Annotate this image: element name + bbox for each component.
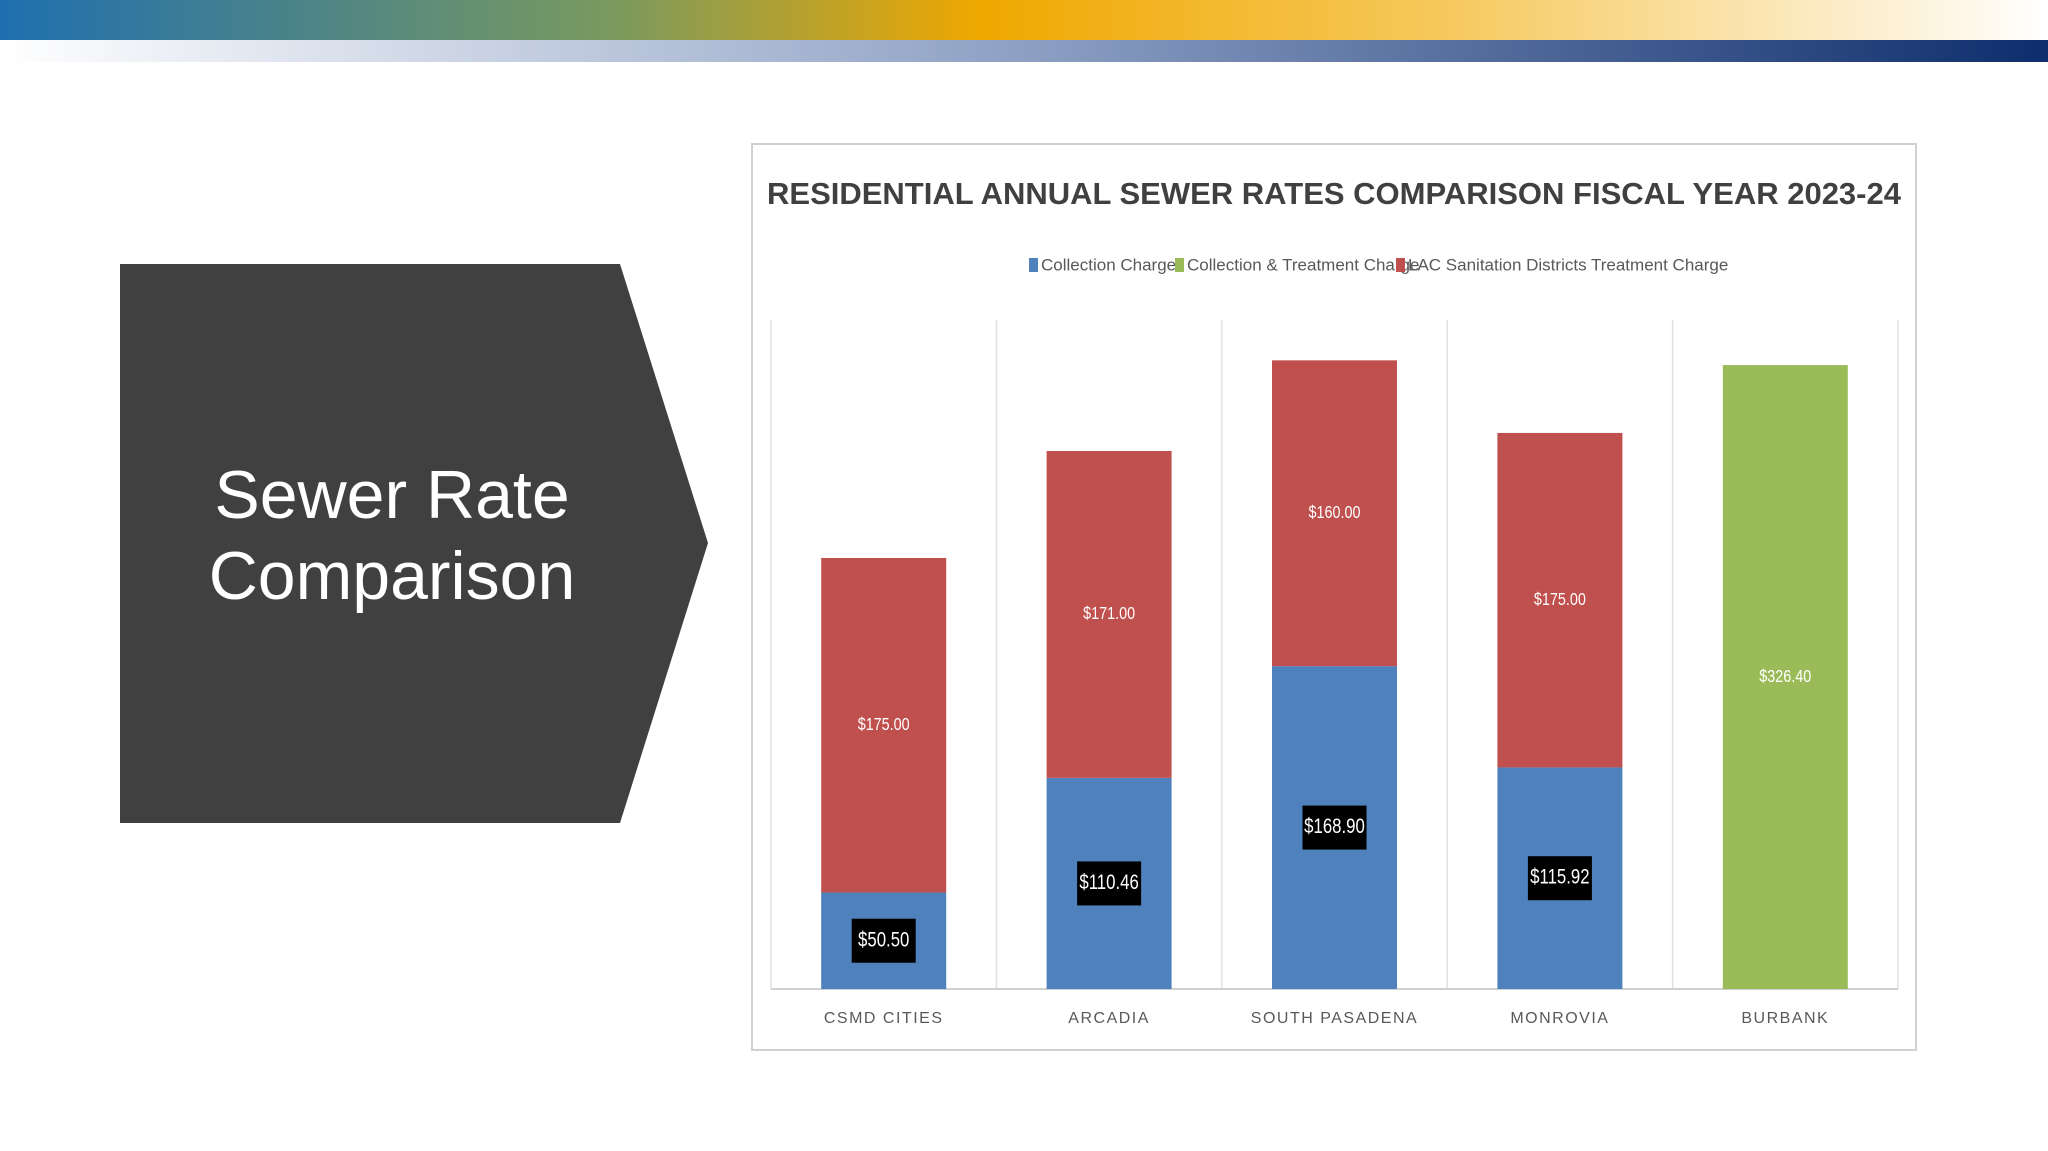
bar-segment: [1722, 365, 1848, 989]
title-arrow: [120, 264, 708, 823]
x-tick-label: SOUTH PASADENA: [1251, 1010, 1418, 1027]
legend-label: Collection & Treatment Charge: [1187, 255, 1419, 274]
bar-segment: [1497, 432, 1623, 768]
legend-label: Collection Charge: [1041, 255, 1176, 274]
bar-segment: [1046, 451, 1172, 778]
x-tick-label: BURBANK: [1741, 1010, 1829, 1027]
bar-segment: [1272, 360, 1397, 667]
slide-title: Sewer Rate: [214, 457, 569, 533]
data-label: $326.40: [1759, 666, 1811, 686]
data-label: $175.00: [858, 715, 910, 735]
banner-strip: [0, 40, 2048, 62]
data-label: $50.50: [858, 929, 909, 952]
legend-swatch: [1396, 258, 1405, 272]
data-label: $171.00: [1083, 604, 1135, 624]
bar-segment: [821, 557, 947, 893]
x-tick-label: MONROVIA: [1510, 1010, 1609, 1027]
label-box: [851, 918, 916, 963]
label-box: [1527, 856, 1592, 901]
data-label: $160.00: [1309, 503, 1361, 523]
data-label: $110.46: [1079, 871, 1138, 894]
banner: [0, 0, 2048, 40]
data-label: $115.92: [1530, 866, 1589, 889]
x-tick-label: CSMD CITIES: [824, 1010, 944, 1027]
legend-swatch: [1175, 258, 1184, 272]
label-box: [1077, 861, 1142, 906]
data-label: $175.00: [1534, 589, 1586, 609]
x-tick-label: ARCADIA: [1068, 1010, 1150, 1027]
label-box: [1302, 805, 1367, 850]
legend-swatch: [1029, 258, 1038, 272]
slide-title: Comparison: [209, 538, 576, 614]
data-label: $168.90: [1304, 815, 1365, 838]
chart-title: RESIDENTIAL ANNUAL SEWER RATES COMPARISO…: [767, 176, 1902, 211]
legend-label: LAC Sanitation Districts Treatment Charg…: [1408, 255, 1728, 274]
